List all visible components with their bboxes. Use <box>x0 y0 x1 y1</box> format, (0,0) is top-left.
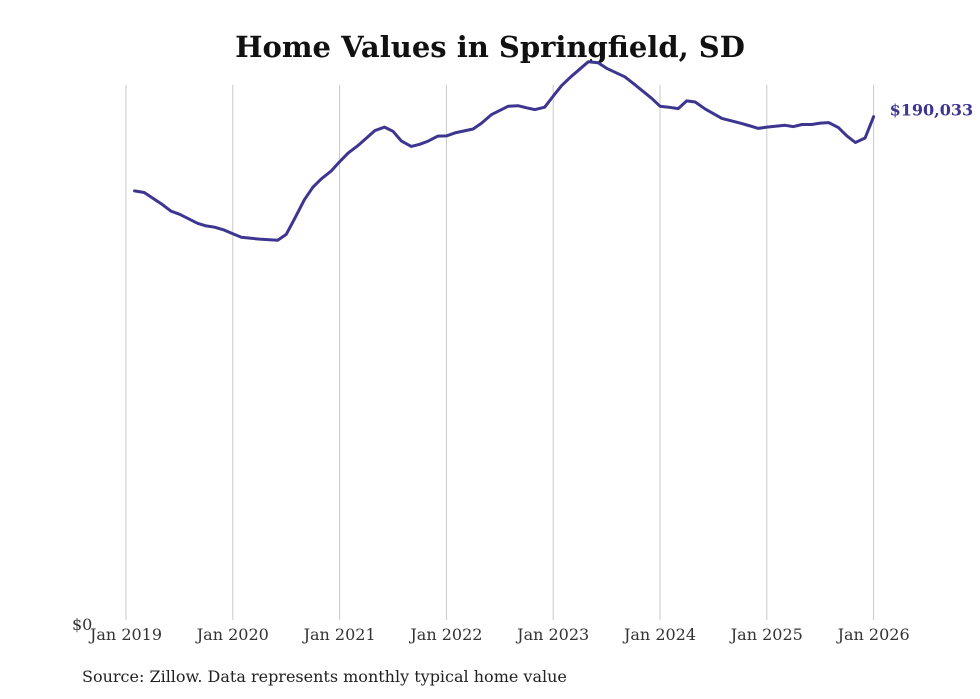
x-tick-label: Jan 2025 <box>729 625 803 644</box>
x-tick-label: Jan 2022 <box>408 625 482 644</box>
x-tick-label: Jan 2020 <box>195 625 269 644</box>
axis-labels: $0 Jan 2019 Jan 2020 Jan 2021 Jan 2022 Jan 2… <box>72 101 973 644</box>
x-tick-label: Jan 2026 <box>836 625 910 644</box>
y-axis-zero-label: $0 <box>72 615 92 634</box>
end-value-label: $190,033 <box>890 101 974 120</box>
x-tick-label: Jan 2021 <box>302 625 376 644</box>
x-tick-label: Jan 2023 <box>515 625 589 644</box>
series-layer <box>133 60 876 242</box>
x-tick-label: Jan 2019 <box>88 625 162 644</box>
series-line-home-value <box>133 60 876 242</box>
source-note: Source: Zillow. Data represents monthly … <box>82 667 567 686</box>
chart-title: Home Values in Springfield, SD <box>235 30 745 64</box>
x-tick-label: Jan 2024 <box>622 625 696 644</box>
gridlines <box>125 85 875 620</box>
